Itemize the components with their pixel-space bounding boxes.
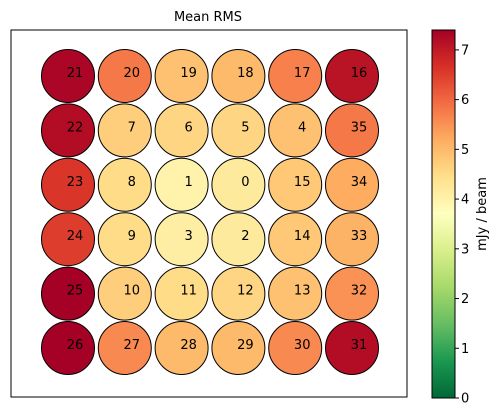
beam-label-9: 9 bbox=[128, 229, 136, 244]
beam-label-19: 19 bbox=[180, 66, 197, 81]
beam-label-35: 35 bbox=[351, 120, 368, 135]
beam-15 bbox=[268, 157, 323, 212]
beam-34 bbox=[325, 157, 379, 212]
colorbar-tick-label-7: 7 bbox=[461, 43, 469, 58]
beam-32 bbox=[325, 266, 379, 321]
beam-label-13: 13 bbox=[294, 284, 311, 299]
beam-20 bbox=[97, 49, 152, 103]
beam-label-20: 20 bbox=[124, 66, 141, 81]
beam-label-8: 8 bbox=[128, 175, 136, 190]
beam-4 bbox=[268, 103, 323, 158]
beam-label-1: 1 bbox=[184, 175, 192, 190]
beam-27 bbox=[97, 321, 152, 375]
beam-label-3: 3 bbox=[184, 229, 192, 244]
colorbar-tick-label-2: 2 bbox=[461, 292, 469, 307]
beam-label-6: 6 bbox=[184, 120, 192, 135]
beam-5 bbox=[211, 103, 266, 158]
beam-label-4: 4 bbox=[298, 120, 306, 135]
beam-label-29: 29 bbox=[237, 338, 254, 353]
beam-label-31: 31 bbox=[351, 338, 368, 353]
beam-22 bbox=[41, 103, 95, 158]
colorbar-tick-label-4: 4 bbox=[461, 193, 469, 208]
beam-14 bbox=[268, 212, 323, 267]
beam-3 bbox=[154, 212, 209, 267]
beam-1 bbox=[154, 157, 209, 212]
beam-label-11: 11 bbox=[180, 284, 197, 299]
beam-label-30: 30 bbox=[294, 338, 311, 353]
beam-label-23: 23 bbox=[67, 175, 84, 190]
beam-label-22: 22 bbox=[67, 120, 84, 135]
beam-label-26: 26 bbox=[67, 338, 84, 353]
beam-label-24: 24 bbox=[67, 229, 84, 244]
beam-label-10: 10 bbox=[124, 284, 141, 299]
beam-0 bbox=[211, 157, 266, 212]
beam-label-28: 28 bbox=[180, 338, 197, 353]
beam-label-18: 18 bbox=[237, 66, 254, 81]
beam-label-25: 25 bbox=[67, 284, 84, 299]
beam-label-21: 21 bbox=[67, 66, 84, 81]
beam-21 bbox=[41, 49, 95, 103]
beam-11 bbox=[154, 266, 209, 321]
beam-9 bbox=[97, 212, 152, 267]
beam-label-0: 0 bbox=[241, 175, 249, 190]
beam-label-5: 5 bbox=[241, 120, 249, 135]
beam-19 bbox=[154, 49, 209, 103]
chart-title: Mean RMS bbox=[174, 10, 242, 25]
beam-10 bbox=[97, 266, 152, 321]
beam-26 bbox=[41, 321, 95, 375]
beam-25 bbox=[41, 266, 95, 321]
beam-label-14: 14 bbox=[294, 229, 311, 244]
beam-6 bbox=[154, 103, 209, 158]
beam-label-7: 7 bbox=[128, 120, 136, 135]
beam-label-2: 2 bbox=[241, 229, 249, 244]
colorbar-frame bbox=[431, 29, 456, 399]
beam-35 bbox=[325, 103, 379, 158]
beam-30 bbox=[268, 321, 323, 375]
colorbar-tick-label-3: 3 bbox=[461, 242, 469, 257]
beam-31 bbox=[325, 321, 379, 375]
beam-label-17: 17 bbox=[294, 66, 311, 81]
colorbar-tick-label-6: 6 bbox=[461, 93, 469, 108]
beam-label-32: 32 bbox=[351, 284, 368, 299]
beam-23 bbox=[41, 157, 95, 212]
beam-label-12: 12 bbox=[237, 284, 254, 299]
beam-17 bbox=[268, 49, 323, 103]
beam-18 bbox=[211, 49, 266, 103]
beam-33 bbox=[325, 212, 379, 267]
beam-24 bbox=[41, 212, 95, 267]
beam-12 bbox=[211, 266, 266, 321]
beam-8 bbox=[97, 157, 152, 212]
beam-label-27: 27 bbox=[124, 338, 141, 353]
colorbar bbox=[432, 30, 455, 398]
colorbar-tick-label-0: 0 bbox=[461, 392, 469, 407]
colorbar-tick-label-1: 1 bbox=[461, 342, 469, 357]
beam-label-15: 15 bbox=[294, 175, 311, 190]
beam-28 bbox=[154, 321, 209, 375]
beam-label-33: 33 bbox=[351, 229, 368, 244]
colorbar-ticks: 0 1 2 3 4 5 6 7 bbox=[455, 43, 469, 407]
beam-16 bbox=[325, 49, 379, 103]
colorbar-label: mJy / beam bbox=[475, 177, 490, 251]
beam-label-34: 34 bbox=[351, 175, 368, 190]
beam-13 bbox=[268, 266, 323, 321]
beam-7 bbox=[97, 103, 152, 158]
colorbar-tick-label-5: 5 bbox=[461, 143, 469, 158]
beam-2 bbox=[211, 212, 266, 267]
beam-label-16: 16 bbox=[351, 66, 368, 81]
beam-29 bbox=[211, 321, 266, 375]
